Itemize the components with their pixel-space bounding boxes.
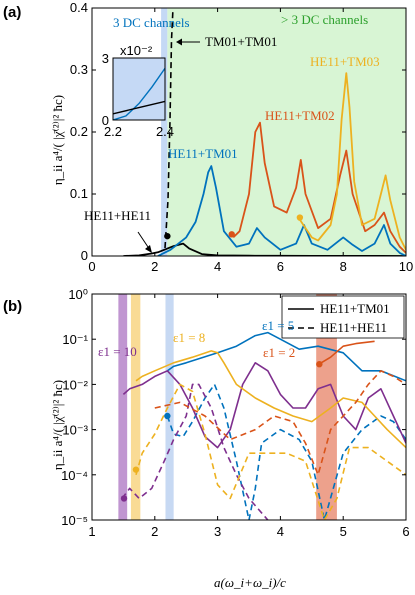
region-band-0	[161, 8, 168, 256]
b-xtick-label: 5	[340, 524, 347, 539]
he11-tm03-label: HE11+TM03	[310, 54, 380, 69]
b-xtick-label: 4	[277, 524, 284, 539]
b-xtick-label: 6	[402, 524, 409, 539]
he11-he11-label: HE11+HE11	[84, 208, 151, 223]
series--1-8-he11-he11	[135, 383, 406, 520]
tm01-arrowhead	[176, 38, 182, 46]
legend: HE11+TM01 HE11+HE11	[281, 295, 405, 339]
eps-5-label: ε1 = 5	[262, 318, 294, 333]
panel-b-frame	[91, 293, 407, 521]
a-xtick-label: 10	[399, 259, 413, 274]
inset-xtick-label: 2.4	[156, 124, 174, 139]
series-he11-tm02	[232, 121, 406, 254]
inset-plot	[112, 57, 166, 121]
he11-tm01-label: HE11+TM01	[168, 146, 238, 161]
tm01-tm01-label: TM01+TM01	[205, 34, 277, 49]
marker-a-2	[296, 214, 304, 221]
b-ytick-label: 10⁻²	[62, 377, 88, 392]
band-1	[130, 294, 141, 520]
band-2	[165, 294, 174, 520]
marker-b-0	[120, 495, 128, 502]
series--1-2-he11-tm01	[320, 340, 375, 364]
legend-entry-he11-tm01: HE11+TM01	[320, 301, 390, 316]
series--1-5-he11-he11	[166, 383, 406, 520]
inset-series-1	[113, 100, 165, 115]
series-he11-tm03	[298, 72, 406, 251]
series-he11-tm01	[157, 165, 406, 256]
panel-a: 0 2 4 6 8 10 0 0.1 0.2 0.3 0.4 2.2 2.4 0 3	[70, 0, 413, 274]
region-3dc-label: 3 DC channels	[113, 15, 190, 30]
a-xtick-label: 0	[88, 259, 95, 274]
a-xtick-label: 8	[340, 259, 347, 274]
a-ytick-label: 0.3	[70, 62, 88, 77]
region-band-1	[167, 8, 406, 256]
inset-exponent: x10⁻²	[120, 43, 153, 58]
series--1-5-he11-tm01	[166, 331, 406, 382]
b-ytick-label: 10⁻¹	[62, 332, 88, 347]
inset-region	[113, 58, 165, 120]
inset-ytick-label: 0	[102, 113, 109, 128]
region-more-label: > 3 DC channels	[281, 12, 368, 27]
a-ytick-label: 0	[81, 248, 88, 263]
legend-box	[281, 295, 405, 339]
tm01-tm01-curve	[164, 7, 174, 249]
eps-10-label: ε1 = 10	[98, 344, 137, 359]
b-ytick-label: 10⁰	[68, 287, 88, 302]
panel-b-label: (b)	[3, 298, 22, 315]
marker-b-3	[316, 360, 323, 368]
b-xtick-label: 2	[151, 524, 158, 539]
panel-b-y-axis-label: η_ii a⁴/( |χ̄⁽²⁾|² ħc)	[50, 380, 65, 470]
b-ytick-label: 10⁻³	[62, 423, 88, 438]
marker-b-1	[132, 466, 140, 473]
a-xtick-label: 4	[214, 259, 221, 274]
series--1-8-he11-tm01	[135, 350, 406, 449]
band-0	[118, 294, 128, 520]
b-xtick-label: 3	[214, 524, 221, 539]
he11-tm02-label: HE11+TM02	[265, 108, 335, 123]
a-xtick-label: 6	[277, 259, 284, 274]
b-ytick-label: 10⁻⁴	[61, 468, 88, 483]
b-ytick-label: 10⁻⁵	[61, 513, 88, 528]
panel-a-y-axis-label: η_ii a⁴/( |χ̄⁽²⁾|² ħc)	[50, 95, 65, 185]
series--1-10-he11-he11	[121, 383, 269, 520]
he11-he11-arrowhead	[145, 245, 152, 253]
legend-entry-he11-he11: HE11+HE11	[320, 320, 387, 335]
eps-2-label: ε1 = 2	[263, 345, 295, 360]
panel-a-label: (a)	[3, 4, 21, 21]
panel-b-x-axis-label: a(ω_i+ω_i)/c	[214, 575, 286, 590]
a-ytick-label: 0.1	[70, 186, 88, 201]
a-xtick-label: 2	[151, 259, 158, 274]
marker-a-1	[228, 231, 235, 238]
a-ytick-label: 0.2	[70, 124, 88, 139]
inset-xtick-label: 2.2	[104, 124, 122, 139]
b-xtick-label: 1	[88, 524, 95, 539]
series--1-2-he11-he11	[154, 370, 406, 476]
a-ytick-label: 0.4	[70, 0, 88, 15]
series--1-10-he11-tm01	[122, 362, 406, 449]
panel-b: 1 2 3 4 5 6 10⁰ 10⁻¹ 10⁻² 10⁻³ 10⁻⁴ 10⁻⁵ HE11+TM01 …	[61, 287, 410, 539]
inset-ytick-label: 3	[102, 51, 109, 66]
marker-b-2	[164, 412, 171, 420]
eps-8-label: ε1 = 8	[173, 330, 205, 345]
inset-series-0	[113, 67, 165, 120]
